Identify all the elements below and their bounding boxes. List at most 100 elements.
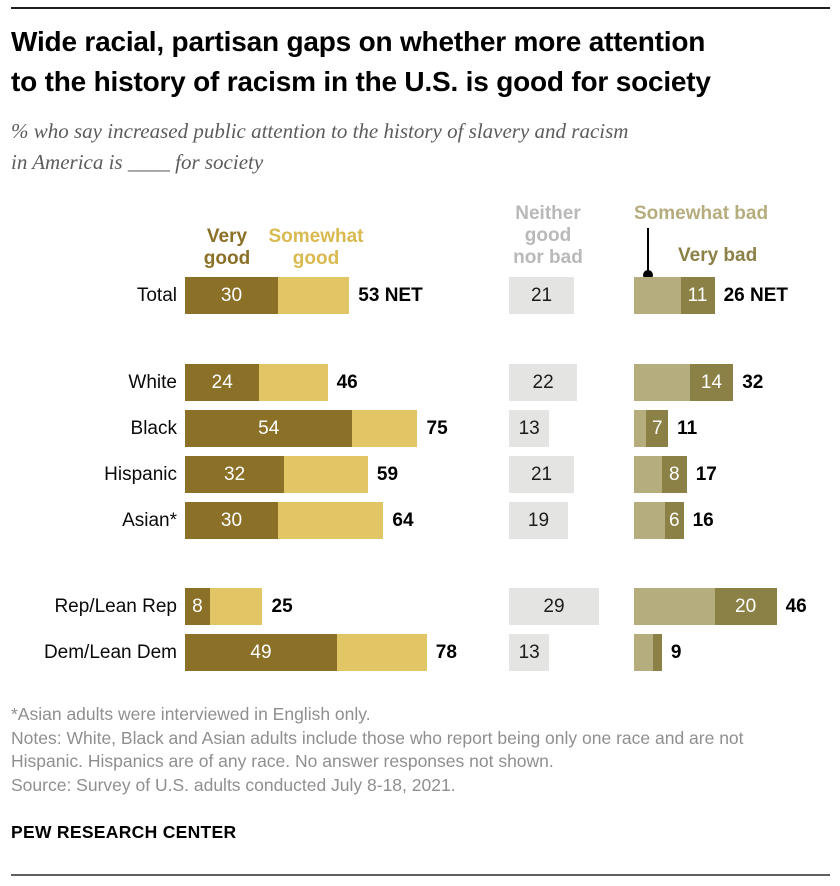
bar-segment-somewhat-good (278, 502, 384, 539)
bottom-rule (11, 874, 830, 876)
row-label: Dem/Lean Dem (43, 642, 177, 663)
bar-segment-somewhat-good (352, 410, 418, 447)
bar-segment-very-good: 30 (185, 277, 278, 314)
bar-segment-somewhat-good (209, 588, 263, 625)
good-bar: 49 (185, 634, 427, 671)
net-good-value: 78 (435, 642, 457, 663)
table-row: Black 54 75 13 7 11 (0, 410, 840, 447)
bar-segment-very-bad (652, 634, 662, 671)
table-row: Dem/Lean Dem 49 78 13 9 (0, 634, 840, 671)
net-bad-value: 32 (742, 372, 764, 393)
good-bar: 30 (185, 502, 384, 539)
note-asterisk: *Asian adults were interviewed in Englis… (11, 704, 371, 724)
net-good-value: 53 NET (358, 285, 423, 306)
bar-segment-very-good: 8 (185, 588, 210, 625)
bar-segment-somewhat-good (278, 277, 350, 314)
bar-segment-somewhat-bad (634, 364, 690, 401)
good-bar: 54 (185, 410, 418, 447)
bar-segment-neither: 13 (509, 634, 550, 671)
note-source: Source: Survey of U.S. adults conducted … (11, 774, 456, 795)
table-row: Asian* 30 64 19 6 16 (0, 502, 840, 539)
somewhat-bad-pointer-line (647, 228, 649, 273)
legend-somewhat-good: Somewhat good (268, 226, 364, 269)
net-bad-value: 11 (677, 418, 698, 439)
net-good-value: 75 (426, 418, 448, 439)
net-good-value: 64 (392, 510, 414, 531)
bar-segment-very-bad: 11 (680, 277, 715, 314)
title-line-1: Wide racial, partisan gaps on whether mo… (11, 26, 706, 57)
net-good-value: 59 (376, 464, 399, 485)
legend-very-bad: Very bad (678, 245, 758, 266)
good-bar: 32 (185, 456, 368, 493)
bar-segment-somewhat-good (336, 634, 427, 671)
neither-bar: 21 (509, 277, 575, 314)
bar-segment-somewhat-bad (634, 634, 653, 671)
row-label: Asian* (122, 510, 177, 531)
neither-bar: 13 (509, 410, 550, 447)
net-bad-value: 46 (785, 596, 807, 617)
table-row: Rep/Lean Rep 8 25 29 20 46 (0, 588, 840, 625)
bar-segment-very-bad: 14 (689, 364, 734, 401)
net-good-value: 46 (336, 372, 358, 393)
table-row: Total 30 53 NET 21 11 26 NET (0, 277, 840, 314)
neither-bar: 19 (509, 502, 568, 539)
bar-segment-somewhat-bad (634, 277, 681, 314)
table-row: White 24 46 22 14 32 (0, 364, 840, 401)
row-label: Rep/Lean Rep (54, 596, 177, 617)
bar-segment-somewhat-bad (634, 456, 662, 493)
legend-neither-good-nor-bad: Neither good nor bad (513, 203, 583, 268)
bad-bar: 20 (634, 588, 777, 625)
legend-somewhat-bad: Somewhat bad (634, 203, 769, 224)
bad-bar: 8 (634, 456, 687, 493)
bar-segment-neither: 13 (509, 410, 550, 447)
net-bad-value: 16 (692, 510, 714, 531)
bar-segment-somewhat-good (284, 456, 368, 493)
bar-segment-very-bad: 7 (646, 410, 669, 447)
net-bad-value: 26 NET (723, 285, 789, 306)
chart-notes: *Asian adults were interviewed in Englis… (11, 703, 789, 797)
table-row: Hispanic 32 59 21 8 17 (0, 456, 840, 493)
bar-segment-very-good: 24 (185, 364, 260, 401)
stacked-bar-chart: Very good Somewhat good Neither good nor… (0, 203, 840, 671)
good-bar: 8 (185, 588, 263, 625)
neither-bar: 22 (509, 364, 578, 401)
bad-bar (634, 634, 662, 671)
legend-very-good: Very good (203, 226, 251, 269)
bar-segment-very-bad: 8 (661, 456, 687, 493)
row-label: Black (130, 418, 177, 439)
bar-segment-neither: 22 (509, 364, 578, 401)
bad-bar: 14 (634, 364, 734, 401)
bar-segment-very-good: 49 (185, 634, 337, 671)
bar-segment-somewhat-bad (634, 410, 647, 447)
good-bar: 30 (185, 277, 350, 314)
source-brand: PEW RESEARCH CENTER (11, 822, 237, 842)
row-label: Total (136, 285, 177, 306)
row-label: Hispanic (104, 464, 177, 485)
bar-segment-somewhat-bad (634, 588, 715, 625)
net-bad-value: 9 (670, 642, 682, 663)
bad-bar: 7 (634, 410, 669, 447)
row-label: White (128, 372, 177, 393)
subtitle-line-2: in America is ____ for society (11, 150, 264, 174)
page-title: Wide racial, partisan gaps on whether mo… (11, 22, 711, 102)
bad-bar: 11 (634, 277, 715, 314)
bar-segment-neither: 21 (509, 277, 575, 314)
chart-subtitle: % who say increased public attention to … (11, 116, 628, 178)
bar-segment-somewhat-bad (634, 502, 665, 539)
somewhat-bad-pointer-dot (643, 270, 653, 280)
bad-bar: 6 (634, 502, 684, 539)
bar-segment-very-good: 30 (185, 502, 278, 539)
top-rule (11, 7, 830, 9)
neither-bar: 13 (509, 634, 550, 671)
neither-bar: 29 (509, 588, 599, 625)
net-good-value: 25 (271, 596, 293, 617)
bar-segment-neither: 19 (509, 502, 568, 539)
title-line-2: to the history of racism in the U.S. is … (11, 66, 711, 97)
net-bad-value: 17 (695, 464, 717, 485)
subtitle-line-1: % who say increased public attention to … (11, 119, 629, 143)
bar-segment-neither: 21 (509, 456, 575, 493)
good-bar: 24 (185, 364, 328, 401)
bar-segment-neither: 29 (509, 588, 599, 625)
bar-segment-very-bad: 20 (714, 588, 777, 625)
